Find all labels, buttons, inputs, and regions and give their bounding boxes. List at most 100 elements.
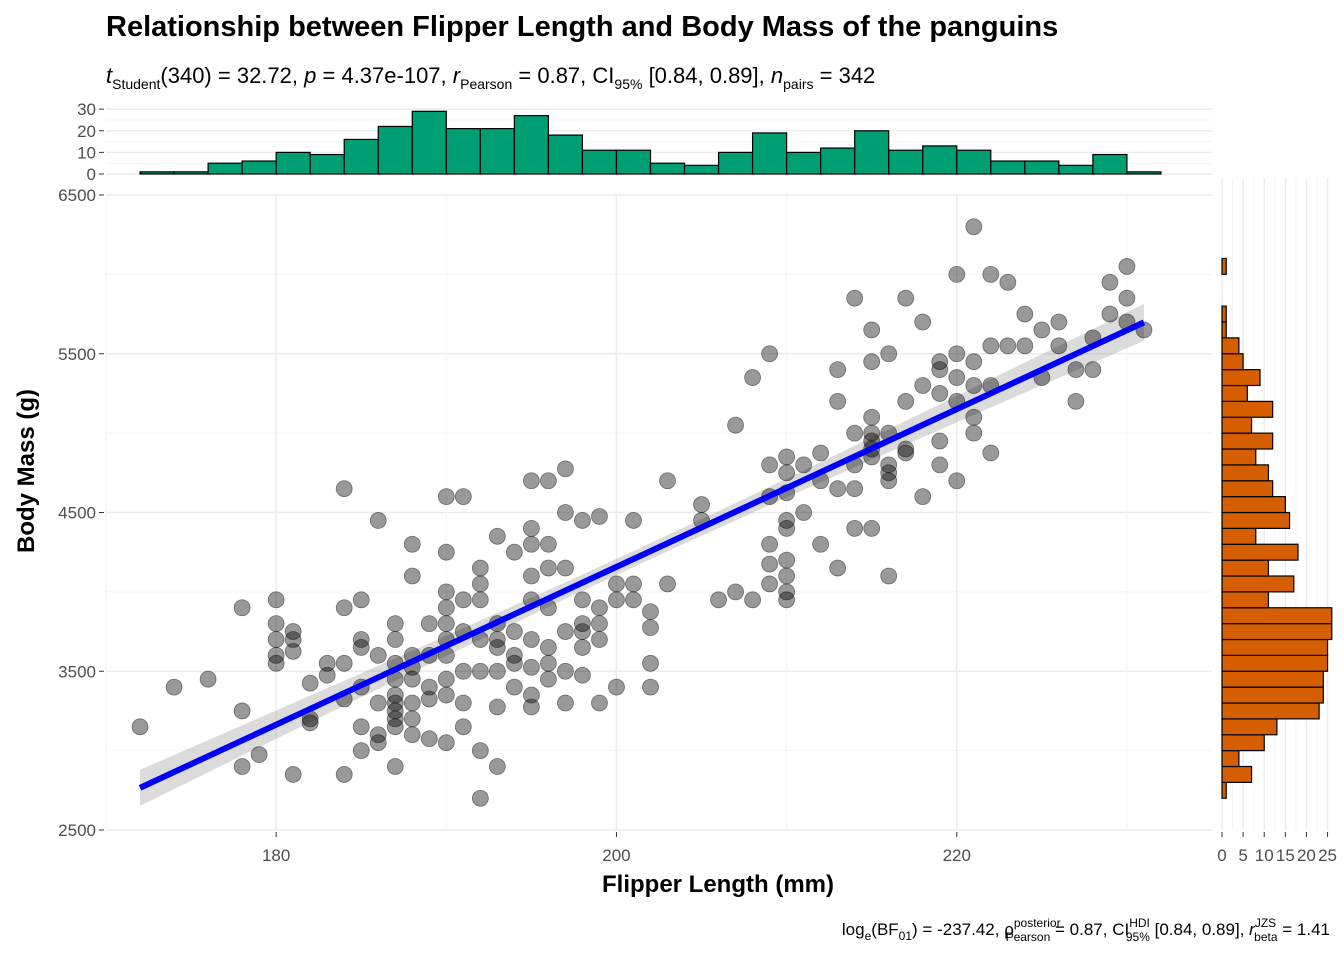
regression-line [138, 319, 1146, 791]
top-histogram-bar [411, 110, 447, 175]
top-histogram-bar [922, 145, 958, 175]
right-histogram-bar [1221, 400, 1274, 418]
right-x-tick-label: 15 [1276, 846, 1295, 865]
data-point [642, 619, 659, 636]
data-point [540, 559, 557, 577]
data-point [335, 480, 353, 498]
data-point [574, 615, 591, 633]
data-point [829, 559, 847, 577]
data-point [369, 646, 387, 664]
data-point [1084, 361, 1102, 379]
right-histogram-bar [1221, 353, 1244, 371]
data-point [846, 480, 864, 498]
top-y-tick-label: 0 [87, 165, 96, 184]
data-point [727, 583, 744, 601]
data-point [318, 654, 336, 672]
data-point [454, 488, 472, 506]
data-point [335, 654, 353, 672]
right-histogram-bar [1221, 464, 1270, 482]
right-histogram-bar [1221, 543, 1299, 561]
top-histogram-bar [615, 149, 652, 175]
data-point [437, 615, 455, 633]
main-grid [105, 194, 1212, 831]
data-point [267, 646, 285, 664]
data-point [574, 623, 591, 640]
top-histogram-bar [513, 115, 549, 175]
data-point [965, 218, 983, 236]
right-histogram-bar [1221, 734, 1265, 752]
data-point [795, 504, 813, 521]
data-point [267, 591, 285, 609]
data-point [625, 591, 642, 609]
chart-subtitle: tStudent(340) = 32.72, p = 4.37e-107, rP… [106, 63, 875, 92]
top-histogram-bar [956, 149, 992, 175]
regression-layer [138, 319, 1146, 791]
top-histogram-bar [377, 125, 413, 175]
right-histogram-bar [1221, 384, 1248, 402]
top-histogram-bar [1024, 160, 1060, 175]
data-point [488, 758, 506, 775]
top-histogram-bar [1126, 171, 1162, 175]
right-histogram-bar [1221, 591, 1270, 609]
data-point [880, 567, 898, 585]
y-tick-label: 6500 [58, 186, 96, 205]
top-histogram-bar [820, 147, 856, 175]
data-point [471, 742, 489, 760]
data-point [369, 726, 387, 744]
data-point [284, 766, 302, 783]
top-histogram-bar [683, 164, 720, 175]
data-point [608, 575, 625, 593]
data-point [574, 666, 591, 684]
top-histogram [139, 110, 1162, 175]
data-point [863, 408, 881, 426]
y-tick-label: 4500 [58, 504, 96, 523]
data-point [659, 575, 676, 593]
top-histogram-bar [139, 171, 175, 175]
data-point [829, 480, 847, 498]
data-point [437, 734, 455, 752]
top-histogram-bar [1092, 153, 1128, 175]
data-point [386, 694, 404, 712]
data-point [863, 519, 881, 537]
y-tick-label: 3500 [58, 662, 96, 681]
data-point [931, 456, 949, 474]
data-point [965, 424, 983, 442]
data-point [318, 666, 336, 684]
data-point [1118, 289, 1136, 307]
right-histogram-bar [1221, 448, 1257, 466]
data-point [693, 496, 710, 513]
x-tick-label: 200 [602, 846, 630, 865]
data-point [625, 575, 642, 593]
data-point [437, 543, 455, 561]
data-point [931, 432, 949, 450]
data-point [403, 567, 421, 585]
data-point [948, 369, 966, 386]
data-point [437, 599, 455, 617]
top-histogram-bar [649, 162, 686, 175]
data-point [386, 718, 404, 736]
data-point [642, 603, 659, 621]
data-point [778, 567, 796, 585]
data-point [880, 472, 898, 490]
data-point [897, 440, 915, 458]
data-point [591, 599, 608, 617]
data-point [914, 488, 932, 506]
data-point [1033, 321, 1051, 339]
top-histogram-bar [717, 151, 754, 175]
data-point [948, 265, 966, 283]
data-point [352, 639, 370, 656]
right-histogram-bar [1221, 686, 1324, 704]
data-point [1050, 337, 1068, 355]
data-point [233, 599, 251, 617]
data-point [608, 678, 625, 696]
x-tick-label: 180 [262, 846, 290, 865]
x-tick-label: 220 [943, 846, 971, 865]
right-histogram-bar [1221, 765, 1253, 783]
top-y-tick-label: 30 [77, 100, 96, 119]
right-histogram-bar [1221, 480, 1274, 498]
data-point [369, 734, 387, 752]
data-point [557, 504, 574, 521]
data-point [778, 583, 796, 601]
data-point [540, 654, 557, 672]
data-point [625, 512, 642, 529]
